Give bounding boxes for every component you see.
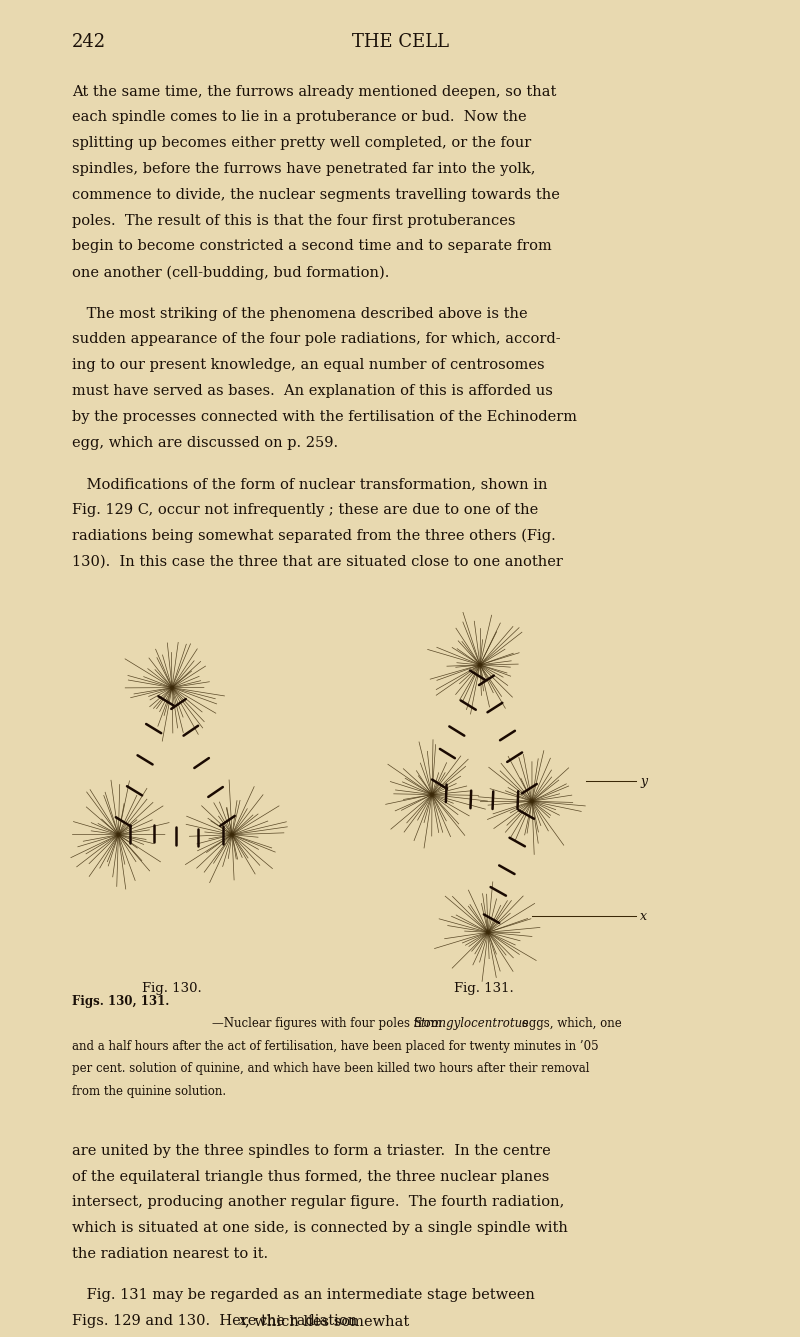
Text: are united by the three spindles to form a triaster.  In the centre: are united by the three spindles to form… bbox=[72, 1144, 550, 1158]
Text: Fig. 129 C, occur not infrequently ; these are due to one of the: Fig. 129 C, occur not infrequently ; the… bbox=[72, 503, 538, 516]
Text: radiations being somewhat separated from the three others (Fig.: radiations being somewhat separated from… bbox=[72, 528, 556, 543]
Text: the radiation nearest to it.: the radiation nearest to it. bbox=[72, 1247, 268, 1261]
Text: which is situated at one side, is connected by a single spindle with: which is situated at one side, is connec… bbox=[72, 1221, 568, 1235]
Text: intersect, producing another regular figure.  The fourth radiation,: intersect, producing another regular fig… bbox=[72, 1195, 564, 1210]
Text: poles.  The result of this is that the four first protuberances: poles. The result of this is that the fo… bbox=[72, 214, 515, 227]
Text: and a half hours after the act of fertilisation, have been placed for twenty min: and a half hours after the act of fertil… bbox=[72, 1040, 598, 1052]
Text: eggs, which, one: eggs, which, one bbox=[518, 1017, 622, 1029]
Text: x: x bbox=[640, 909, 647, 923]
Text: Fig. 131 may be regarded as an intermediate stage between: Fig. 131 may be regarded as an intermedi… bbox=[72, 1289, 535, 1302]
Text: Strongylocentrotus: Strongylocentrotus bbox=[414, 1017, 529, 1029]
Text: sudden appearance of the four pole radiations, for which, accord-: sudden appearance of the four pole radia… bbox=[72, 333, 561, 346]
Text: each spindle comes to lie in a protuberance or bud.  Now the: each spindle comes to lie in a protubera… bbox=[72, 111, 526, 124]
Text: y: y bbox=[640, 774, 647, 787]
Text: Figs. 130, 131.: Figs. 130, 131. bbox=[72, 995, 170, 1008]
Text: Modifications of the form of nuclear transformation, shown in: Modifications of the form of nuclear tra… bbox=[72, 477, 547, 491]
Text: by the processes connected with the fertilisation of the Echinoderm: by the processes connected with the fert… bbox=[72, 409, 577, 424]
Text: ing to our present knowledge, an equal number of centrosomes: ing to our present knowledge, an equal n… bbox=[72, 358, 545, 372]
Text: 242: 242 bbox=[72, 33, 106, 51]
Text: one another (cell-budding, bud formation).: one another (cell-budding, bud formation… bbox=[72, 265, 390, 279]
Text: At the same time, the furrows already mentioned deepen, so that: At the same time, the furrows already me… bbox=[72, 84, 556, 99]
Text: of the equilateral triangle thus formed, the three nuclear planes: of the equilateral triangle thus formed,… bbox=[72, 1170, 550, 1183]
Text: THE CELL: THE CELL bbox=[351, 33, 449, 51]
Text: egg, which are discussed on p. 259.: egg, which are discussed on p. 259. bbox=[72, 436, 338, 449]
Text: per cent. solution of quinine, and which have been killed two hours after their : per cent. solution of quinine, and which… bbox=[72, 1062, 590, 1075]
Text: splitting up becomes either pretty well completed, or the four: splitting up becomes either pretty well … bbox=[72, 136, 531, 150]
Text: Fig. 131.: Fig. 131. bbox=[454, 981, 514, 995]
Text: 130).  In this case the three that are situated close to one another: 130). In this case the three that are si… bbox=[72, 555, 563, 568]
Text: spindles, before the furrows have penetrated far into the yolk,: spindles, before the furrows have penetr… bbox=[72, 162, 535, 176]
Text: from the quinine solution.: from the quinine solution. bbox=[72, 1084, 226, 1098]
Text: Figs. 129 and 130.  Here the radiation: Figs. 129 and 130. Here the radiation bbox=[72, 1314, 362, 1328]
Text: Fig. 130.: Fig. 130. bbox=[142, 981, 202, 995]
Text: begin to become constricted a second time and to separate from: begin to become constricted a second tim… bbox=[72, 239, 552, 254]
Text: commence to divide, the nuclear segments travelling towards the: commence to divide, the nuclear segments… bbox=[72, 187, 560, 202]
Text: , which lies somewhat: , which lies somewhat bbox=[245, 1314, 409, 1328]
Text: x: x bbox=[239, 1314, 247, 1328]
Text: —Nuclear figures with four poles from: —Nuclear figures with four poles from bbox=[212, 1017, 446, 1029]
Text: must have served as bases.  An explanation of this is afforded us: must have served as bases. An explanatio… bbox=[72, 384, 553, 398]
Text: The most striking of the phenomena described above is the: The most striking of the phenomena descr… bbox=[72, 306, 528, 321]
